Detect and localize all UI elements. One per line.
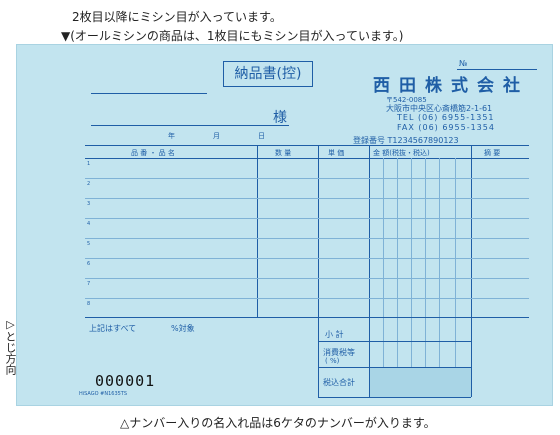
date-day-label: 日 [258,132,265,140]
col-qty-header: 数 量 [275,149,292,157]
product-code: HiSAGO #N1635TS [79,391,128,397]
company-address: 大阪市中央区心斎橋筋2-1-61 [386,104,493,113]
row-number: 1 [87,161,91,167]
row-line [85,218,529,219]
amount-digit-line [439,158,440,397]
row-number: 5 [87,241,91,247]
amount-digit-line [455,158,456,397]
amount-digit-line [411,158,412,397]
subtotal-label: 小 計 [325,330,344,339]
recipient-honorific: 様 [273,110,287,126]
total-shade [370,368,471,397]
row-number: 6 [87,261,91,267]
binding-direction-note: ▷とじ方向 [2,318,17,375]
col-divider-qty [257,145,258,317]
row-number: 7 [87,281,91,287]
amount-digit-line [425,158,426,397]
amount-digit-line [397,158,398,397]
tax-target: %対象 [171,324,195,333]
row-number: 2 [87,181,91,187]
col-remarks-header: 摘 要 [484,149,501,157]
tax-label: 消費税等 [323,348,355,357]
row-number: 3 [87,201,91,207]
row-number: 8 [87,301,91,307]
table-header-line [85,158,529,159]
row-line [85,258,529,259]
note-all-perforation: ▼(オールミシンの商品は、1枚目にもミシン目が入っています。) [61,29,404,43]
col-divider-remarks [471,145,472,397]
col-divider-amount [369,145,370,397]
note-perforation: 2枚目以降にミシン目が入っています。 [72,10,282,24]
company-tel: TEL (06) 6955-1351 [397,113,495,122]
table-top-line [85,145,529,146]
row-number: 4 [87,221,91,227]
number-underline [457,69,537,70]
recipient-line-1 [91,93,207,94]
row-line [85,178,529,179]
date-year-label: 年 [168,132,175,140]
recipient-line-2 [91,125,289,126]
company-name: 西田株式会社 [373,76,529,96]
note-serial-number: △ナンバー入りの名入れ品は6ケタのナンバーが入ります。 [120,416,436,430]
subtotal-row-line [318,341,471,342]
col-divider-unit [318,145,319,397]
row-line [85,298,529,299]
number-label: № [459,59,468,68]
serial-number: 000001 [95,372,156,390]
delivery-slip-form: 納品書(控) № 様 年 月 日 西田株式会社 〒542-0085 大阪市中央区… [16,44,553,406]
table-bottom-line [318,397,471,398]
col-item-header: 品 番 ・ 品 名 [131,149,175,157]
col-unit-header: 単 価 [328,149,345,157]
total-label: 税込合計 [323,378,355,387]
tax-row-line [318,367,471,368]
amount-digit-line [383,158,384,397]
tax-percent: ( %) [325,357,340,365]
date-month-label: 月 [213,132,220,140]
registration-number: 登録番号 T1234567890123 [353,136,459,145]
row-line [85,198,529,199]
row-line [85,278,529,279]
col-amount-header: 金 額(税抜・税込) [373,149,430,157]
row-line [85,317,529,318]
company-postal: 〒542-0085 [386,96,427,104]
form-title: 納品書(控) [223,61,313,87]
row-line [85,238,529,239]
company-fax: FAX (06) 6955-1354 [397,123,495,132]
binding-direction-text: ▷とじ方向 [4,318,17,375]
tax-note: 上記はすべて [89,324,137,333]
